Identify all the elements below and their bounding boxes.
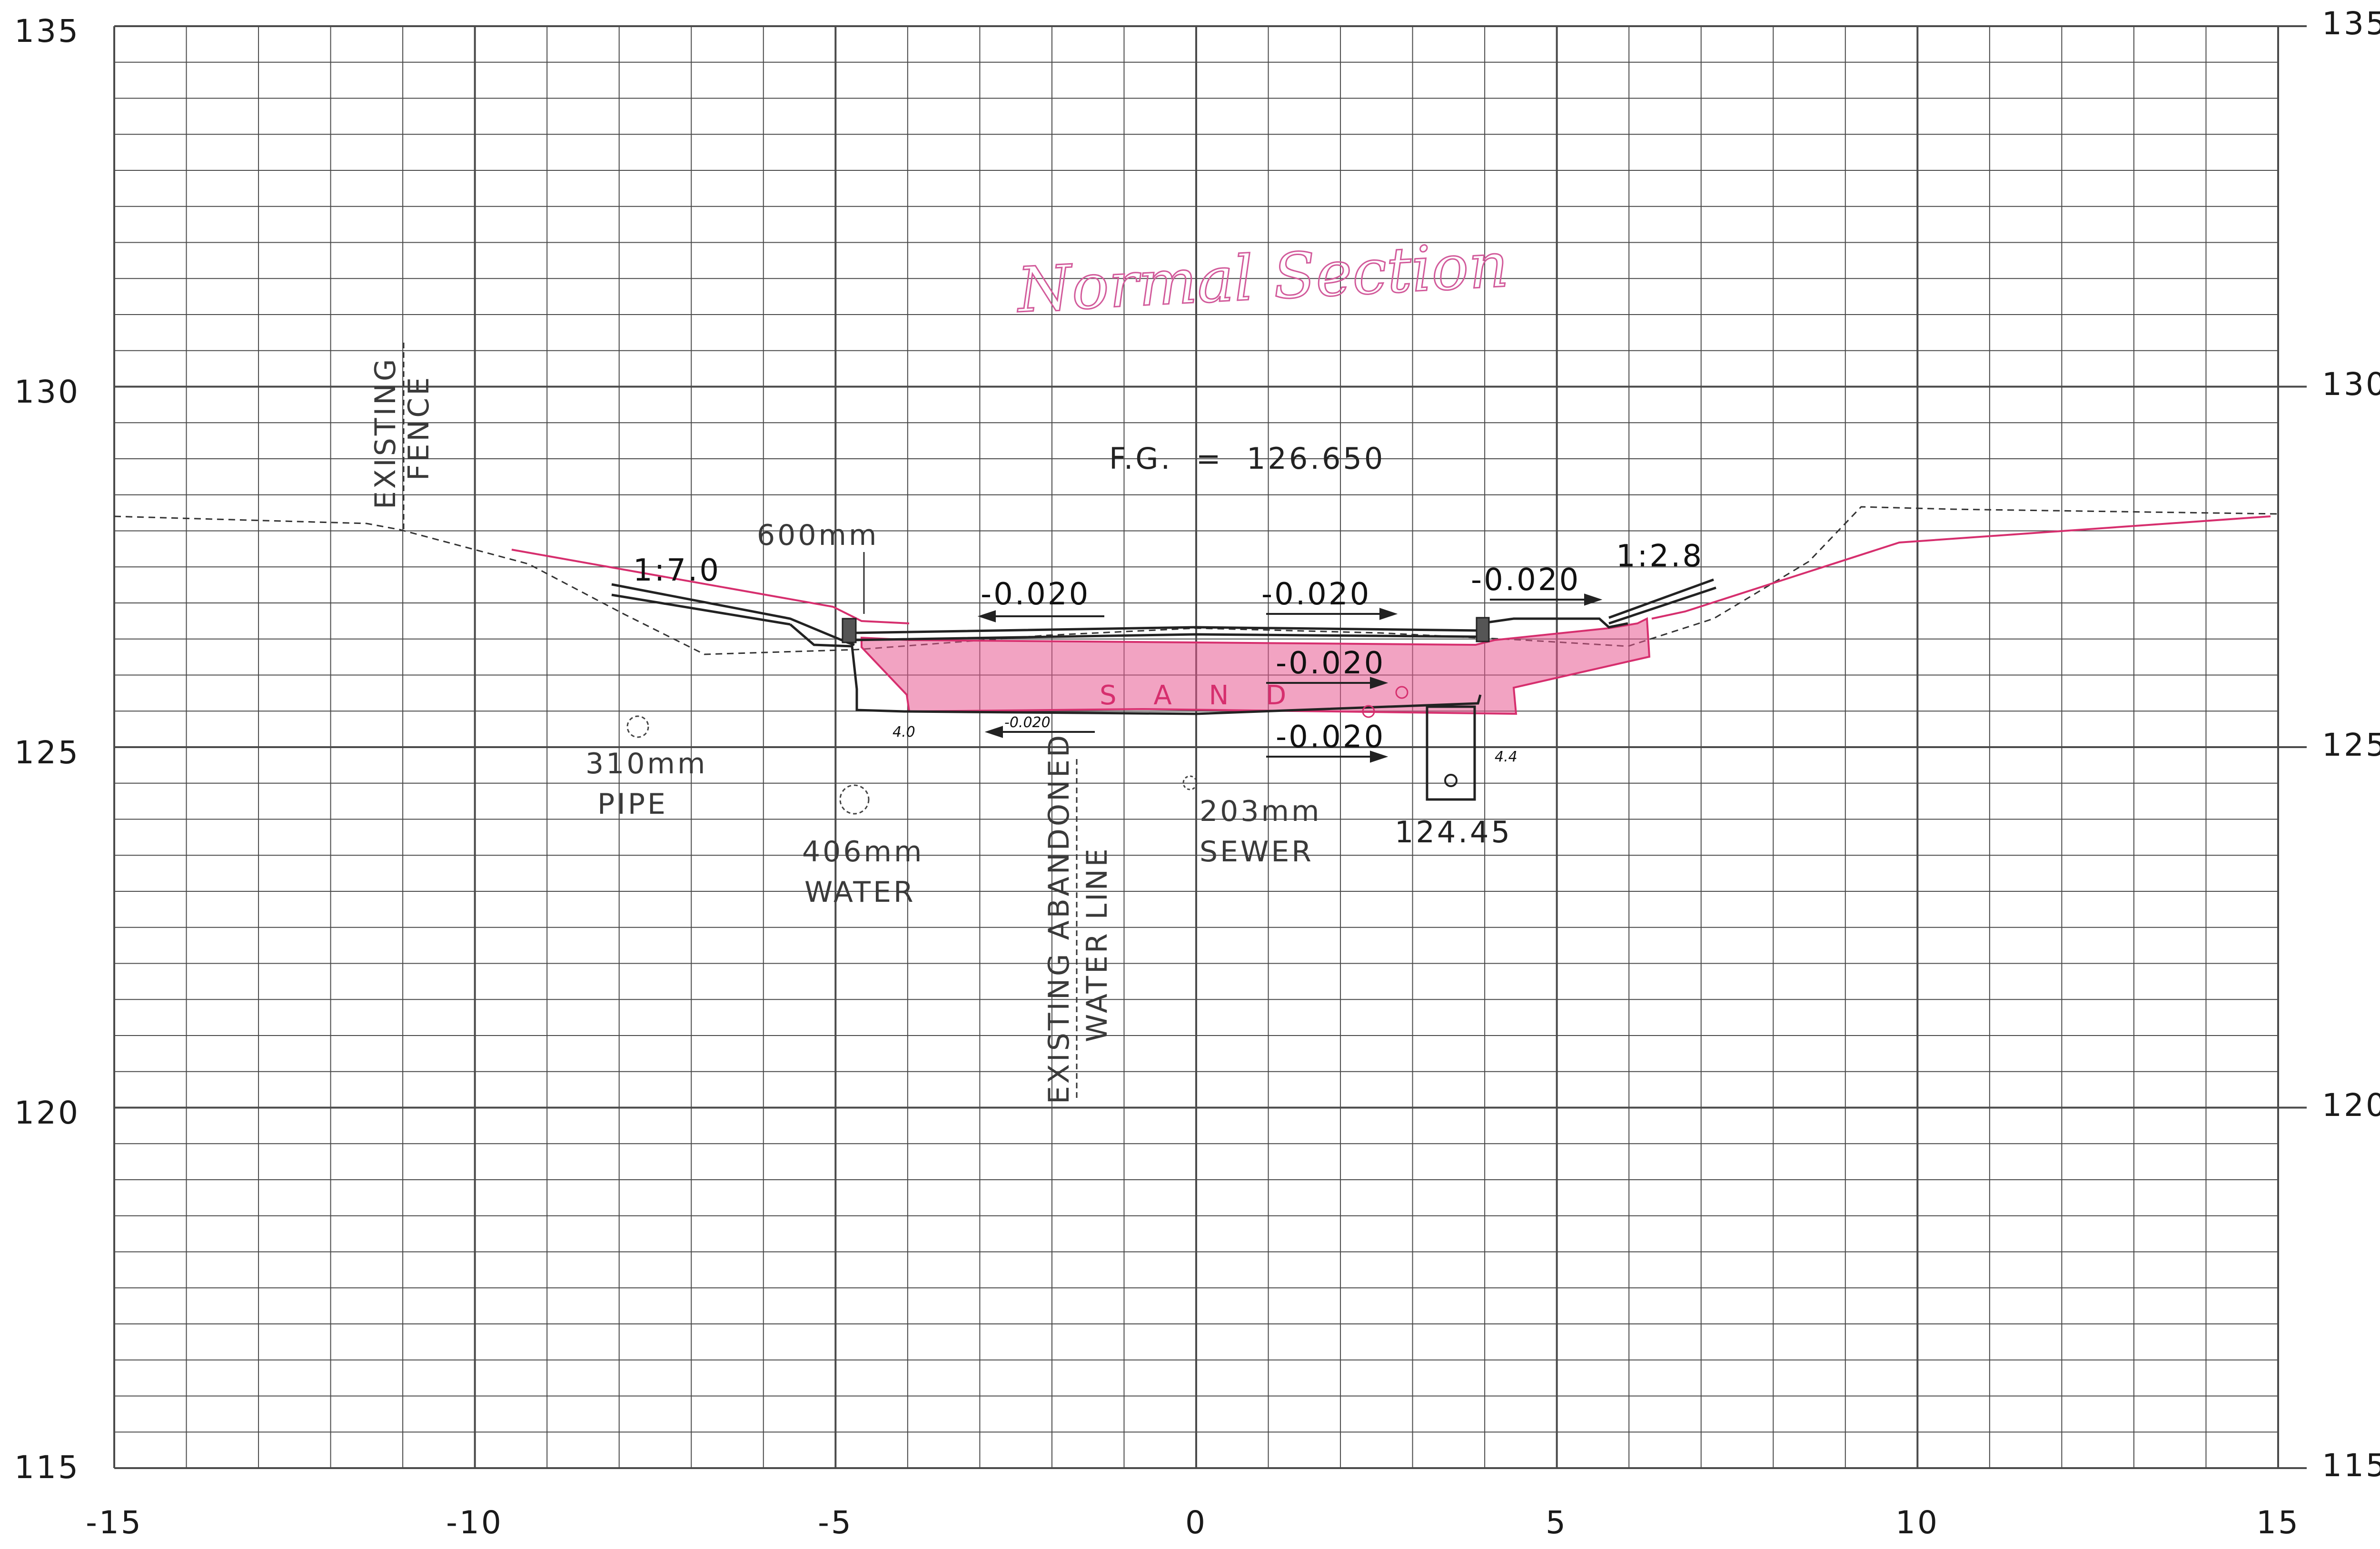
storm-catchbasin: [1426, 705, 1476, 801]
left-curb-block: [842, 618, 857, 643]
x-tick-label: 10: [1895, 1504, 1939, 1541]
right-sideslope-lower: [1608, 586, 1716, 625]
connection-mark: [1395, 686, 1408, 699]
y-tick-label-left: 130: [14, 374, 80, 410]
arrow-subbase-2-head: [1370, 750, 1388, 763]
sewer-203-label-size: 203mm: [1200, 795, 1321, 828]
abandoned-water-line-label: EXISTING ABANDONED WATER LINE: [1042, 733, 1114, 1104]
pavement-structure: [611, 578, 1716, 801]
subgrade-slope-label: -0.020: [1004, 714, 1051, 731]
left-depth-mark: 4.0: [892, 724, 915, 740]
subbase-slope-label-1: -0.020: [1276, 646, 1385, 681]
sewer-203-icon: [1182, 775, 1198, 790]
y-tick-label-right: 130: [2322, 366, 2380, 403]
y-tick-label-right: 120: [2322, 1087, 2380, 1124]
crossfall-left-label: -0.020: [981, 577, 1090, 612]
y-tick-label-right: 125: [2322, 727, 2380, 763]
right-curb-block: [1476, 617, 1490, 642]
subbase-outline: [789, 623, 1482, 715]
y-tick-label-right: 115: [2322, 1447, 2380, 1484]
proposed-grade-right-markup: [1651, 515, 2271, 620]
invert-elevation-label: 124.45: [1395, 815, 1512, 849]
abandoned-water-line-2: WATER LINE: [1081, 846, 1114, 1042]
left-sideslope-lower: [611, 593, 791, 626]
pavement-surface-lower: [852, 633, 1481, 641]
arrow-subgrade-head: [984, 726, 1003, 738]
arrow-subbase-1-head: [1370, 677, 1388, 689]
arrow-right-crossfall-head: [1584, 593, 1603, 606]
axis-labels: -15 -10 -5 0 5 10 15 135 130 125 120 115…: [14, 5, 2380, 1541]
subbase-slope-label-2: -0.020: [1276, 720, 1385, 755]
pipe-310-label-type: PIPE: [597, 788, 668, 821]
arrow-left-crossfall-head: [977, 610, 996, 622]
x-tick-label: 5: [1546, 1504, 1567, 1541]
fence-label-line-2: FENCE: [402, 375, 436, 481]
y-tick-label-left: 135: [14, 13, 80, 49]
water-406-icon: [839, 784, 870, 815]
curb-width-label: 600mm: [757, 519, 879, 552]
grid-lines: [113, 25, 2307, 1469]
y-tick-label-left: 115: [14, 1449, 80, 1486]
x-tick-label: -15: [86, 1504, 143, 1541]
x-tick-label: 15: [2256, 1504, 2300, 1541]
fence-label-line-1: EXISTING: [369, 356, 402, 509]
section-title: Normal Section: [1014, 228, 1510, 326]
left-slope-ratio: 1:7.0: [633, 553, 721, 588]
pipe-310-label-size: 310mm: [585, 747, 707, 780]
water-406-label-type: WATER: [804, 876, 916, 909]
pipe-310-icon: [626, 715, 649, 738]
right-curb: [1480, 617, 1628, 629]
water-406-label-size: 406mm: [802, 835, 924, 868]
x-tick-label: -5: [818, 1504, 853, 1541]
catchbasin-pipe-icon: [1444, 774, 1458, 787]
arrow-center-crossfall-head: [1379, 608, 1398, 620]
right-depth-mark: 4.4: [1495, 749, 1517, 765]
sewer-203-label-type: SEWER: [1200, 835, 1314, 868]
y-tick-label-left: 120: [14, 1095, 80, 1131]
finished-grade-label: F.G. = 126.650: [1109, 441, 1385, 476]
sand-layer: [861, 617, 1651, 715]
pavement-surface: [852, 626, 1481, 634]
crossfall-center-label: -0.020: [1261, 577, 1371, 612]
x-tick-label: -10: [446, 1504, 503, 1541]
sand-layer-label: S A N D: [1100, 680, 1300, 711]
left-sideslope: [611, 583, 855, 646]
connection-mark: [1362, 705, 1375, 718]
right-sideslope: [1608, 578, 1714, 619]
abandoned-water-line-1: EXISTING ABANDONED: [1042, 733, 1076, 1104]
proposed-grade-left-markup: [511, 549, 910, 624]
existing-fence-label: EXISTING FENCE: [369, 356, 436, 509]
crossfall-arrows: [977, 593, 1603, 763]
y-tick-label-right: 135: [2322, 5, 2380, 42]
right-slope-ratio: 1:2.8: [1616, 539, 1704, 574]
x-tick-label: 0: [1185, 1504, 1207, 1541]
y-tick-label-left: 125: [14, 734, 80, 771]
crossfall-right-label: -0.020: [1471, 562, 1580, 598]
